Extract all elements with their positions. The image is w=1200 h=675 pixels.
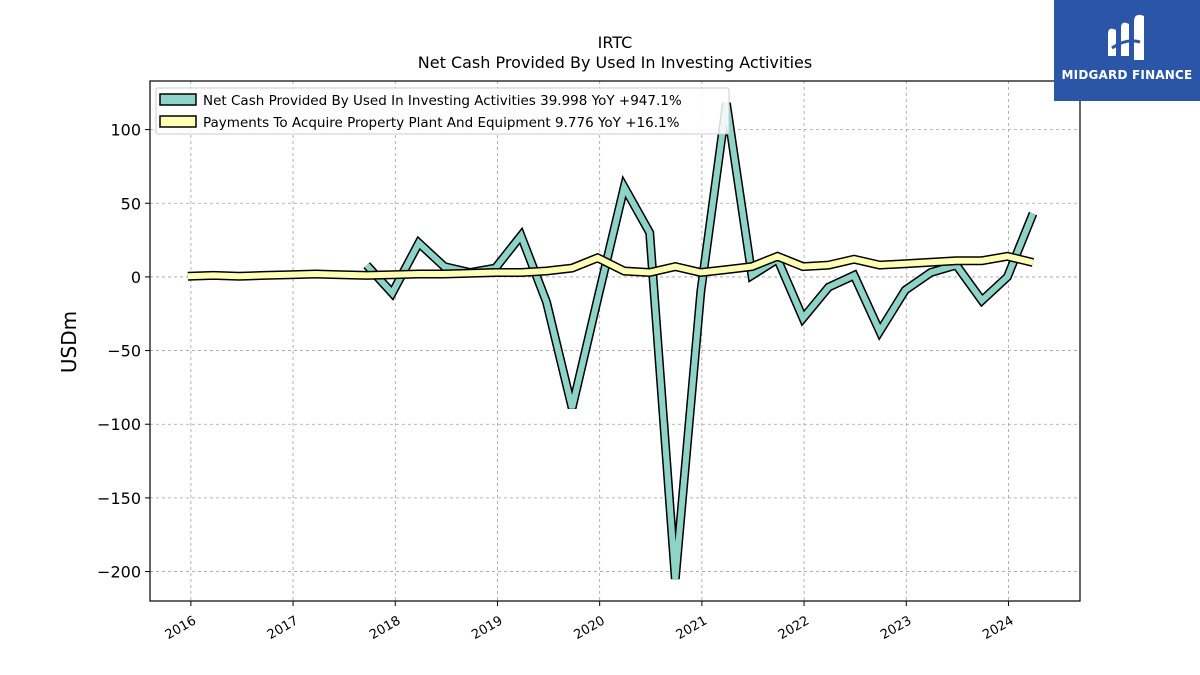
chart-subtitle: Net Cash Provided By Used In Investing A… [418,53,812,72]
brand-logo: MIDGARD FINANCE [1054,0,1200,101]
x-tick-label: 2017 [265,613,301,643]
y-axis-label: USDm [57,311,81,373]
legend-label-net-cash: Net Cash Provided By Used In Investing A… [203,93,682,109]
chart-title: IRTC [598,33,633,52]
y-tick-label: 50 [121,194,141,213]
series-layer [187,102,1038,580]
x-tick-label: 2021 [674,613,710,643]
y-tick-label: −50 [107,342,141,361]
y-tick-label: −200 [97,563,141,582]
x-tick-label: 2020 [572,613,608,643]
series-0 [363,102,1038,580]
legend: Net Cash Provided By Used In Investing A… [155,87,730,135]
x-tick-label: 2023 [878,613,914,643]
grid [150,81,1080,601]
legend-swatch-net-cash [159,93,197,106]
x-tick-label: 2019 [469,613,505,643]
legend-label-capex: Payments To Acquire Property Plant And E… [203,115,680,131]
legend-swatch-capex [159,115,197,128]
x-tick-label: 2016 [163,613,199,643]
y-tick-label: −150 [97,489,141,508]
y-tick-label: 100 [110,121,141,140]
series-line [187,253,1034,280]
plot-frame [149,80,1081,602]
x-tick-label: 2018 [367,613,403,643]
x-tick-label: 2022 [776,613,812,643]
ticks: 100 50 0 −50 −100 −150 −200 2016 2017 2018 2019 202… [97,121,1016,643]
series-1 [187,251,1035,281]
y-tick-label: −100 [97,415,141,434]
logo-icon [1108,14,1144,60]
y-tick-label: 0 [131,268,141,287]
logo-text: MIDGARD FINANCE [1061,68,1193,82]
x-tick-label: 2024 [980,613,1016,643]
series-line-outline [363,102,1038,580]
legend-box [155,87,730,135]
